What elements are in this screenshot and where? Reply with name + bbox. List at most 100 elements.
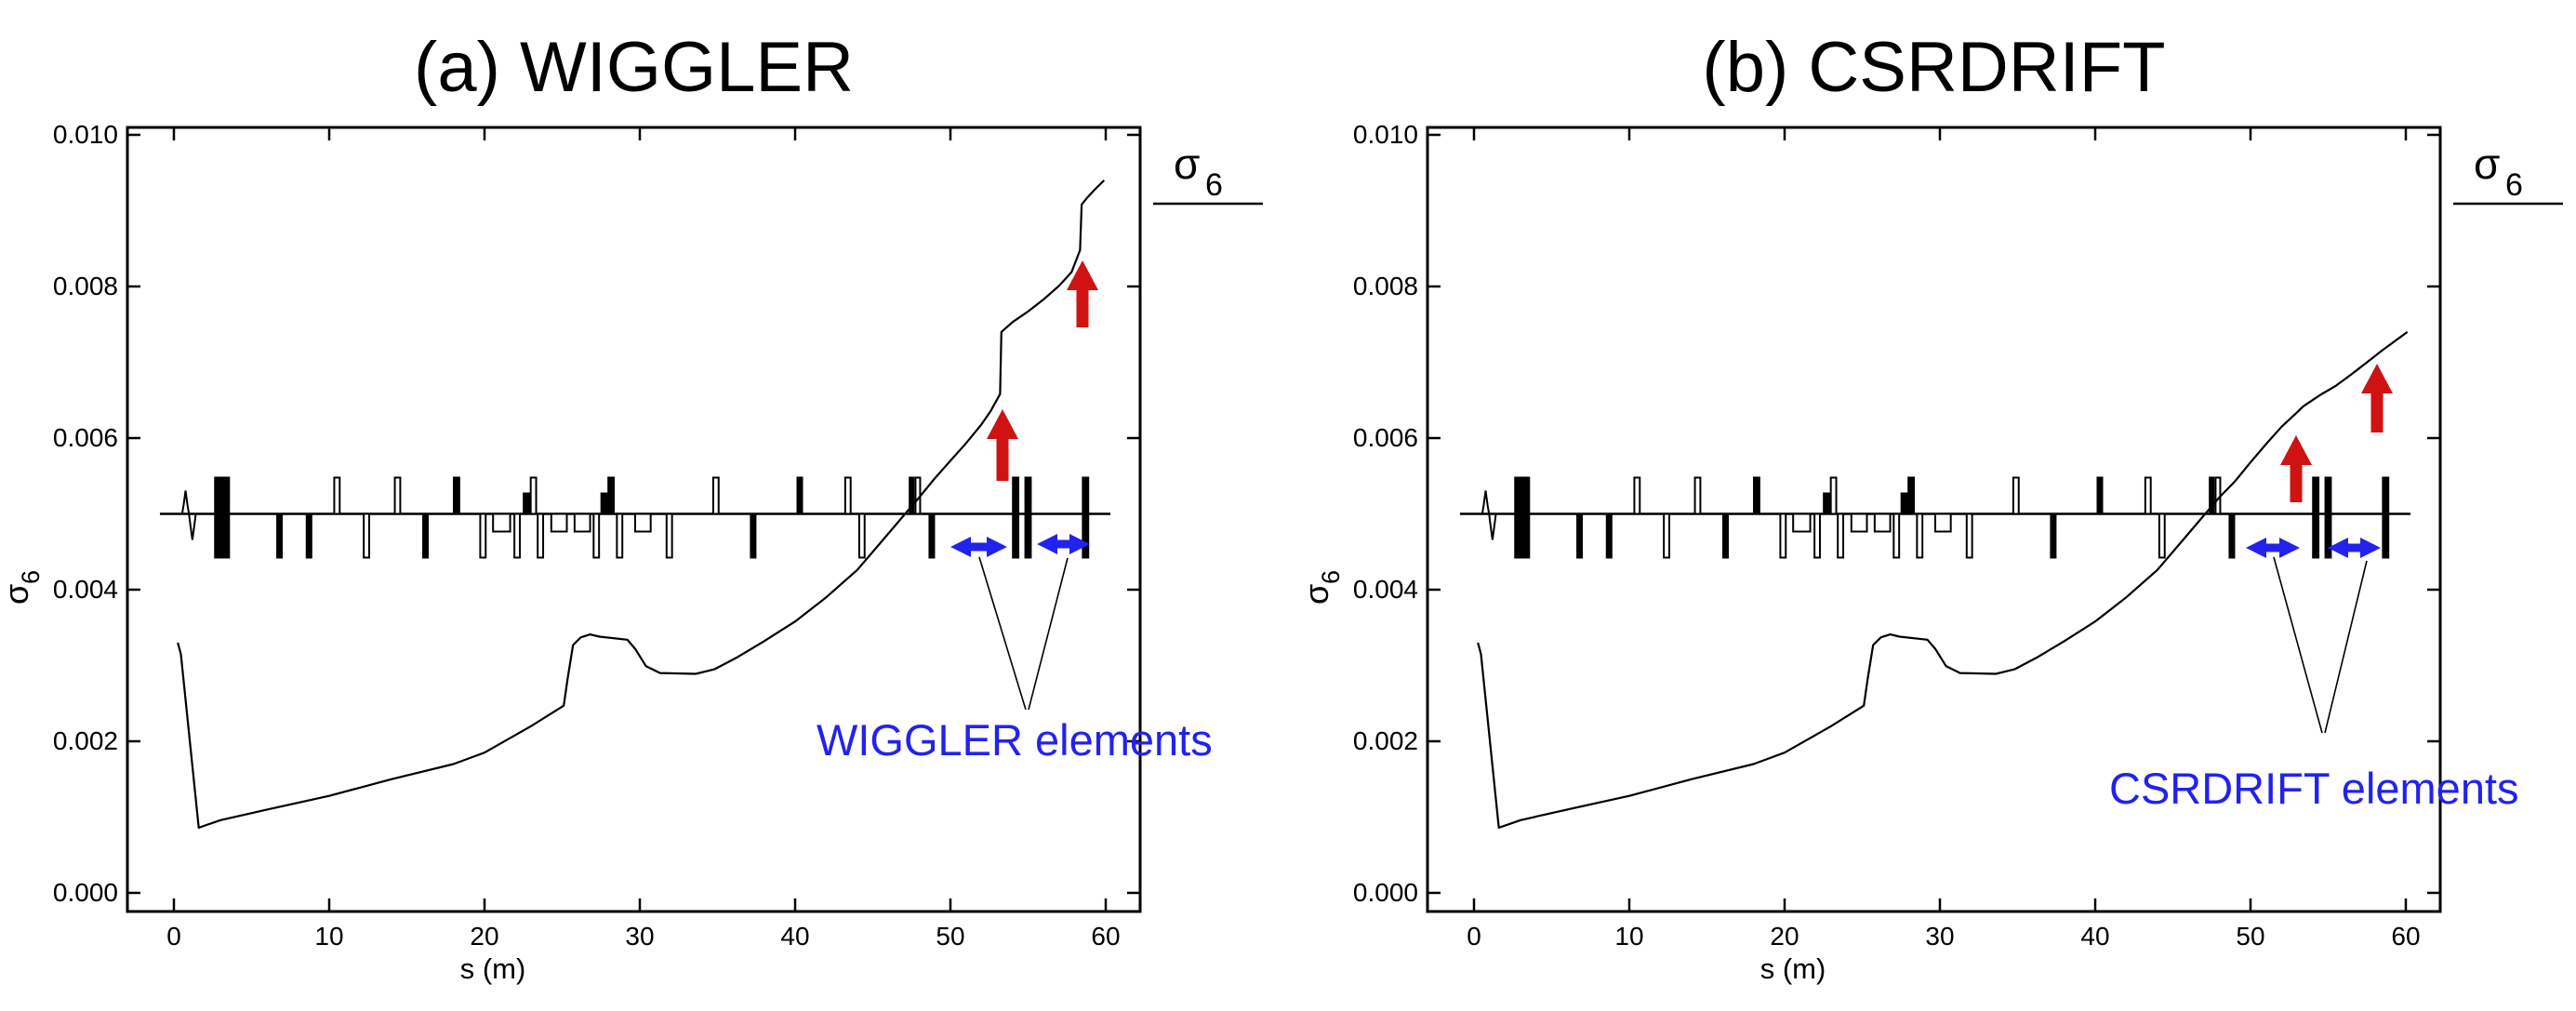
sigma-curve	[1477, 331, 2409, 830]
red-up-arrow	[2280, 435, 2312, 502]
x-tick-label: 30	[1925, 922, 1954, 951]
wiggler-bar	[1024, 476, 1032, 559]
quad-up-hollow	[333, 476, 341, 515]
sextupole-box	[1850, 512, 1868, 533]
quad-up-filled	[2209, 476, 2215, 515]
quad-down-hollow	[1813, 512, 1821, 559]
quad-down-hollow	[616, 512, 624, 559]
quad-down-hollow	[1779, 512, 1787, 559]
quad-down-filled	[276, 512, 284, 559]
y-tick-label: 0.006	[1353, 423, 1418, 452]
quad-up-filled	[453, 476, 460, 515]
y-axis-label-symbol: σ	[0, 584, 35, 605]
red-up-arrow	[987, 409, 1018, 481]
blue-span-arrow	[2246, 538, 2300, 558]
sigma-curve	[177, 180, 1106, 830]
wiggler-bar	[1082, 476, 1090, 559]
panel-title: (b) CSRDRIFT	[1702, 28, 2165, 107]
quad-up-hollow	[393, 476, 402, 515]
callout-group: CSRDRIFT elements	[2109, 364, 2519, 813]
quad-down-hollow	[1663, 512, 1671, 559]
red-up-arrow	[2361, 364, 2393, 432]
y-tick-label: 0.002	[53, 726, 118, 755]
y-tick-label: 0.000	[1353, 878, 1418, 907]
quad-down-hollow	[857, 512, 866, 559]
x-tick-label: 40	[780, 922, 809, 951]
y-tick-label: 0.010	[53, 120, 118, 149]
x-axis-label: s (m)	[1760, 952, 1826, 985]
quad-up-hollow	[1633, 476, 1641, 515]
quad-up-hollow	[711, 476, 720, 515]
quad-up-filled	[1907, 476, 1916, 515]
rf-cavity-symbol	[1478, 490, 1499, 540]
y-tick-label: 0.002	[1353, 726, 1418, 755]
pointer-line	[2324, 560, 2368, 734]
y-tick-label: 0.004	[53, 575, 118, 604]
quad-down-filled	[2050, 512, 2057, 559]
y-axis-label: σ6	[1297, 570, 1345, 605]
quad-down-hollow	[592, 512, 601, 559]
lattice-diagram	[1459, 476, 2411, 559]
sextupole-box	[633, 512, 652, 533]
quad-down-hollow	[1892, 512, 1901, 559]
quad-up-short	[1900, 492, 1908, 515]
callout-group: WIGGLER elements	[817, 260, 1213, 765]
quad-up-short	[523, 492, 531, 515]
y-tick-label: 0.006	[53, 423, 118, 452]
y-axis-label-subscript: 6	[17, 570, 45, 584]
quad-down-hollow	[363, 512, 371, 559]
bend-magnet	[214, 476, 231, 559]
blue-span-arrow	[1037, 534, 1090, 554]
quad-down-filled	[750, 512, 757, 559]
y-tick-label: 0.010	[1353, 120, 1418, 149]
pointer-line	[2273, 556, 2323, 734]
sextupole-box	[573, 512, 591, 533]
x-tick-label: 40	[2080, 922, 2109, 951]
bend-magnet	[1514, 476, 1531, 559]
rf-cavity-symbol	[178, 490, 199, 540]
quad-up-filled	[796, 476, 803, 515]
blue-span-arrow	[2328, 538, 2381, 558]
sextupole-box	[1873, 512, 1892, 533]
quad-up-hollow	[1693, 476, 1702, 515]
legend-subscript: 6	[1205, 167, 1223, 203]
x-tick-label: 60	[2391, 922, 2420, 951]
quad-up-filled	[1753, 476, 1760, 515]
wiggler-bar	[2324, 476, 2332, 559]
quad-down-filled	[928, 512, 936, 559]
x-tick-label: 0	[1467, 922, 1481, 951]
wiggler-bar	[2382, 476, 2390, 559]
plot-frame	[126, 126, 1142, 913]
quad-up-hollow	[1829, 476, 1838, 515]
axis-ticks	[1427, 127, 2440, 911]
quad-up-short	[600, 492, 608, 515]
panel-csrdrift: (b) CSRDRIFT 0 10 20 30 40 50 60 0.000 0.002 0.004…	[1297, 0, 2576, 1011]
sextupole-box	[1933, 512, 1952, 533]
panel-wiggler: (a) WIGGLER 0 10 20 30 40 50 60 0.000 0.002 0.004 0…	[0, 28, 1263, 985]
quad-up-filled	[607, 476, 616, 515]
x-tick-label: 30	[625, 922, 654, 951]
lattice-diagram	[159, 476, 1111, 559]
pointer-line	[1028, 557, 1069, 711]
quad-down-hollow	[479, 512, 487, 559]
sextupole-box	[1792, 512, 1812, 533]
quad-down-hollow	[665, 512, 673, 559]
wiggler-bar	[2312, 476, 2320, 559]
y-tick-label: 0.000	[53, 878, 118, 907]
quad-down-filled	[1576, 512, 1584, 559]
y-axis-label-symbol: σ	[1297, 584, 1335, 605]
quad-up-hollow	[843, 476, 852, 515]
quad-down-hollow	[1837, 512, 1845, 559]
x-tick-label: 20	[1770, 922, 1799, 951]
quad-down-hollow	[513, 512, 521, 559]
quad-down-hollow	[1916, 512, 1924, 559]
blue-span-arrow	[950, 537, 1007, 557]
quad-down-hollow	[537, 512, 545, 559]
y-axis-label: σ6	[0, 570, 45, 605]
wiggler-bar	[1012, 476, 1020, 559]
x-axis-label: s (m)	[460, 952, 526, 985]
callout-label: WIGGLER elements	[817, 715, 1213, 765]
legend-symbol: σ	[2474, 140, 2500, 188]
callout-label: CSRDRIFT elements	[2109, 764, 2519, 813]
